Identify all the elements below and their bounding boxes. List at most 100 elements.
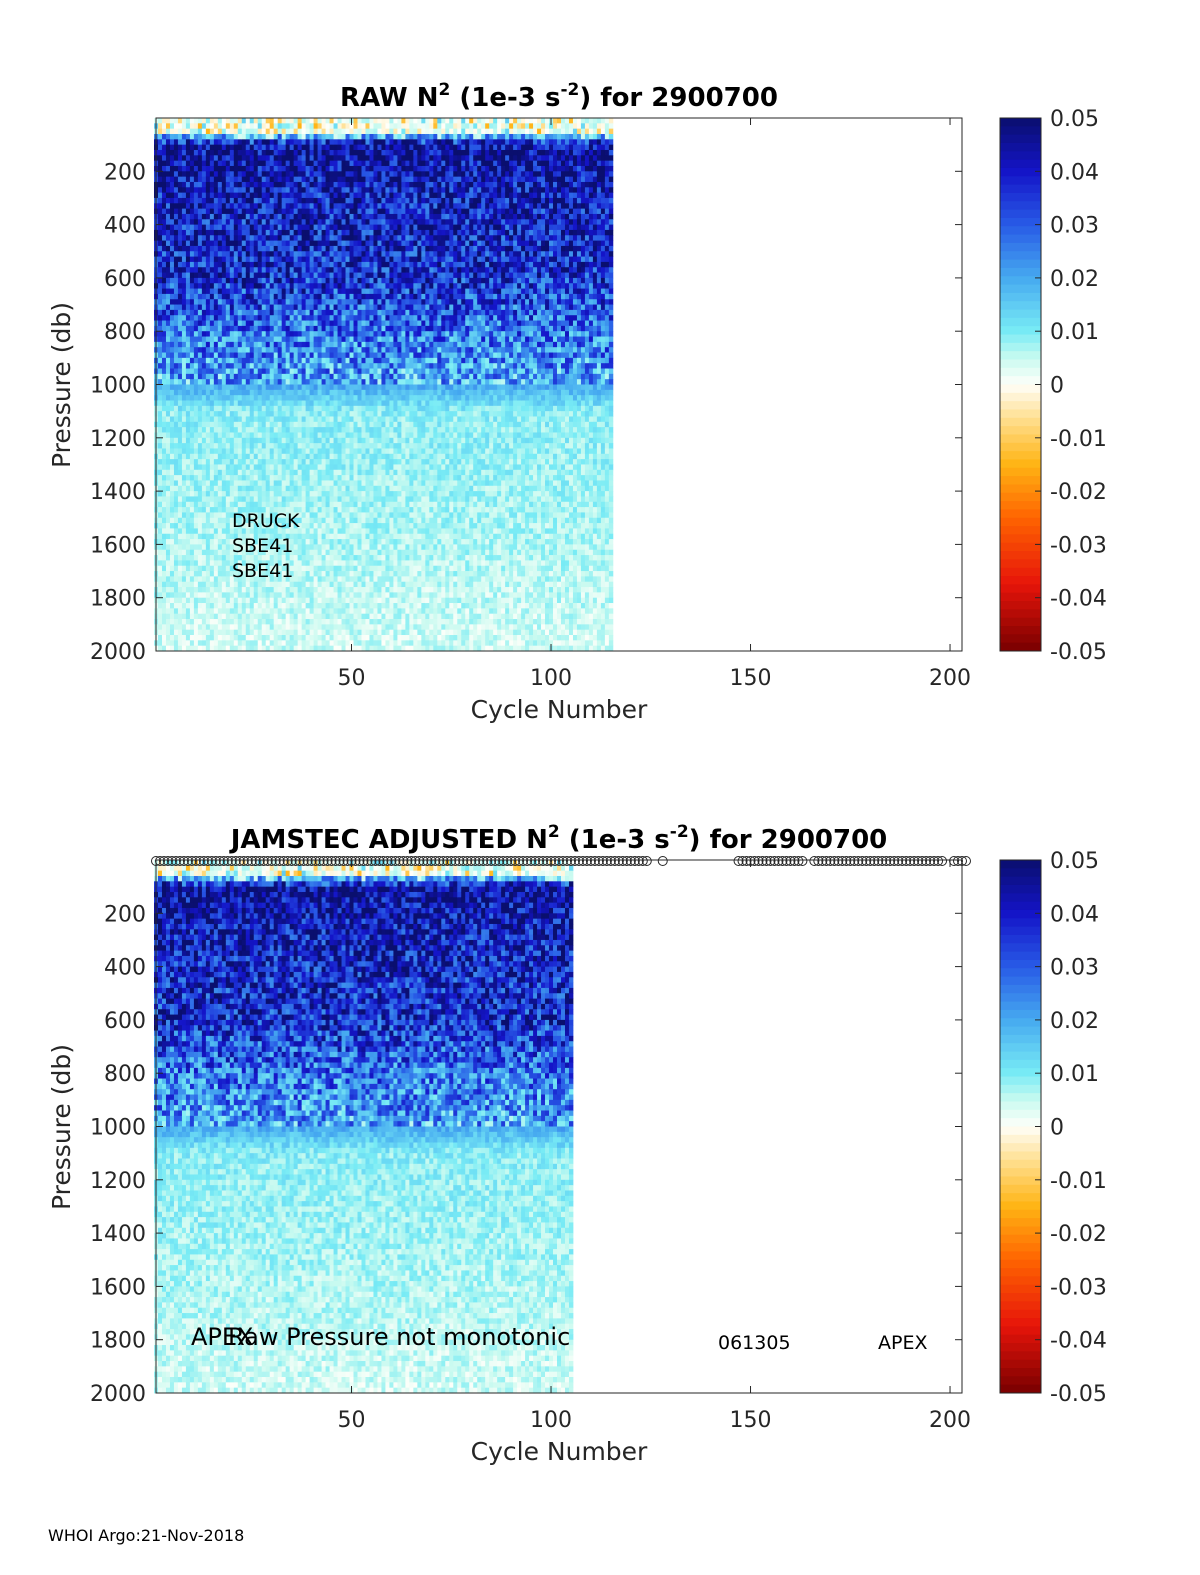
- heat-cell: [177, 363, 183, 369]
- heat-cell: [301, 635, 307, 641]
- heat-cell: [169, 149, 175, 156]
- heat-cell: [193, 149, 199, 156]
- heat-cell: [189, 309, 195, 316]
- heat-cell: [213, 475, 219, 481]
- heat-cell: [253, 118, 259, 124]
- heat-cell: [345, 485, 350, 492]
- heat-cell: [237, 544, 243, 551]
- heat-cell: [273, 384, 279, 391]
- heat-cell: [305, 475, 311, 481]
- heat-cell: [161, 357, 167, 364]
- heat-cell: [341, 187, 346, 194]
- heat-cell: [241, 267, 247, 273]
- heat-cell: [309, 608, 315, 615]
- heat-cell: [201, 219, 207, 225]
- heat-cell: [329, 272, 334, 279]
- heat-cell: [173, 277, 179, 284]
- heat-cell: [341, 229, 346, 236]
- heat-cell: [265, 368, 271, 375]
- heat-cell: [205, 443, 211, 449]
- heat-cell: [281, 523, 287, 529]
- heat-cell: [193, 171, 199, 178]
- heat-cell: [273, 341, 279, 348]
- heat-cell: [329, 352, 334, 359]
- heat-cell: [261, 544, 267, 551]
- heat-cell: [273, 517, 279, 524]
- heat-cell: [273, 133, 279, 140]
- heat-cell: [329, 485, 334, 492]
- heat-cell: [201, 608, 207, 615]
- heat-cell: [173, 176, 179, 183]
- heat-cell: [321, 555, 326, 561]
- title-sup2: -2: [560, 80, 579, 100]
- heat-cell: [289, 395, 295, 401]
- heat-cell: [273, 560, 279, 567]
- heat-cell: [161, 171, 167, 178]
- heat-cell: [337, 315, 342, 321]
- heat-cell: [269, 539, 275, 545]
- heat-cell: [169, 181, 175, 188]
- heat-cell: [329, 251, 334, 257]
- heat-cell: [257, 555, 263, 561]
- heat-cell: [341, 619, 346, 625]
- heat-cell: [301, 363, 307, 369]
- heat-cell: [281, 512, 287, 519]
- heat-cell: [213, 635, 219, 641]
- heat-cell: [177, 139, 183, 146]
- heat-cell: [313, 443, 318, 449]
- heat-cell: [169, 347, 175, 353]
- heat-cell: [253, 229, 259, 236]
- heat-cell: [229, 235, 235, 241]
- heat-cell: [181, 405, 187, 412]
- heat-cell: [277, 539, 283, 545]
- heat-cell: [329, 635, 334, 641]
- heat-cell: [321, 624, 326, 631]
- heat-cell: [197, 277, 203, 284]
- heat-cell: [225, 320, 231, 327]
- heat-cell: [217, 251, 223, 257]
- heat-cell: [173, 267, 179, 273]
- heat-cell: [245, 544, 251, 551]
- heat-cell: [273, 309, 279, 316]
- heat-cell: [221, 256, 227, 263]
- heat-cell: [289, 267, 295, 273]
- heat-cell: [193, 427, 199, 433]
- heat-cell: [345, 155, 350, 162]
- heat-cell: [201, 197, 207, 204]
- heat-cell: [197, 165, 203, 172]
- heat-cell: [301, 176, 307, 183]
- heat-cell: [245, 347, 251, 353]
- heat-cell: [241, 437, 247, 444]
- heat-cell: [305, 261, 311, 268]
- heat-cell: [337, 533, 342, 540]
- heat-cell: [197, 507, 203, 513]
- heat-cell: [217, 197, 223, 204]
- heat-cell: [169, 640, 175, 647]
- heat-cell: [333, 155, 338, 162]
- heat-cell: [277, 352, 283, 359]
- heat-cell: [281, 197, 287, 204]
- heat-cell: [221, 283, 227, 289]
- heat-cell: [297, 155, 303, 162]
- heat-cell: [185, 533, 191, 540]
- heat-cell: [173, 213, 179, 220]
- heat-cell: [229, 427, 235, 433]
- heat-cell: [269, 603, 275, 609]
- heat-cell: [249, 155, 255, 162]
- heat-cell: [158, 592, 163, 599]
- heat-cell: [173, 331, 179, 337]
- heat-cell: [329, 144, 334, 151]
- heat-cell: [189, 613, 195, 620]
- heat-cell: [297, 587, 303, 593]
- heat-cell: [213, 448, 219, 455]
- heat-cell: [281, 155, 287, 162]
- heat-cell: [225, 261, 231, 268]
- heat-cell: [261, 395, 267, 401]
- heat-cell: [305, 571, 311, 577]
- heat-cell: [265, 544, 271, 551]
- heat-cell: [241, 357, 247, 364]
- heat-cell: [209, 480, 215, 487]
- heat-cell: [185, 299, 191, 305]
- heat-cell: [349, 245, 354, 252]
- heat-cell: [349, 501, 354, 508]
